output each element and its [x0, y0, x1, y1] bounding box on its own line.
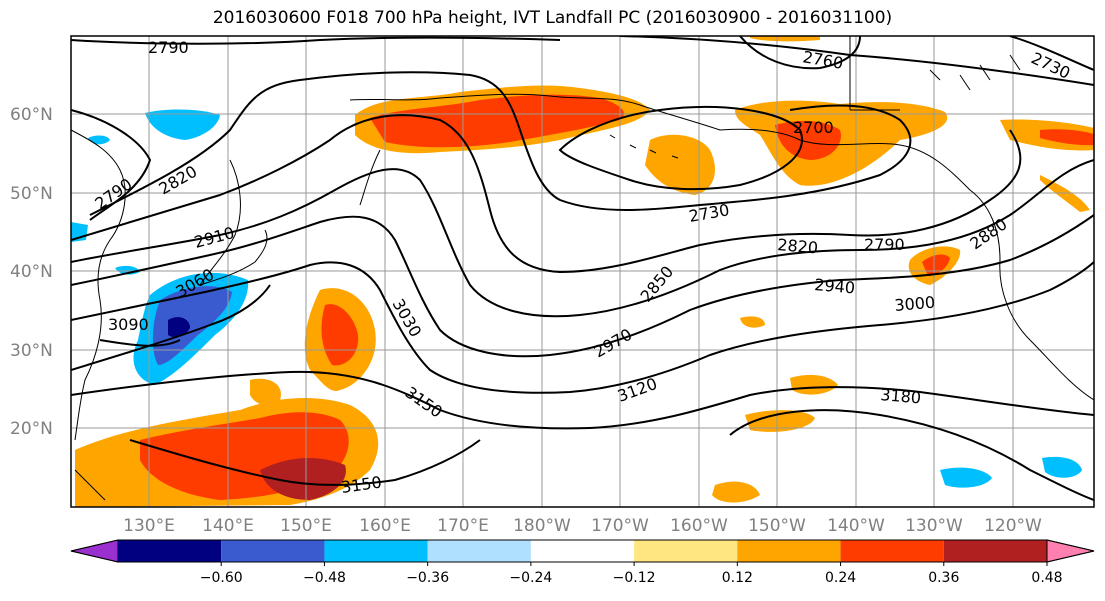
lon-label: 170°E [437, 516, 489, 536]
colorbar-bin [634, 540, 738, 562]
lon-label: 180°W [513, 516, 571, 536]
lon-label: 130°W [905, 516, 963, 536]
ivt-negative-shading [71, 109, 1082, 488]
lon-label: 150°E [280, 516, 332, 536]
colorbar-bin [118, 540, 222, 562]
colorbar-bin [324, 540, 428, 562]
colorbar-bin [427, 540, 531, 562]
colorbar-tick-label: 0.36 [928, 570, 959, 586]
contour-label: 2700 [793, 118, 834, 137]
colorbar-tick-label: −0.12 [613, 570, 656, 586]
lat-label-40n: 40°N [10, 262, 53, 282]
contour-label: 2790 [864, 235, 905, 254]
contour-label: 3090 [108, 315, 149, 334]
colorbar-tick-label: −0.48 [303, 570, 346, 586]
lon-label: 130°E [123, 516, 175, 536]
lon-label: 170°W [591, 516, 649, 536]
map-frame [70, 35, 1095, 508]
lon-label: 120°W [984, 516, 1042, 536]
colorbar-bin [221, 540, 325, 562]
contour-label: 3000 [894, 293, 936, 315]
longitude-labels: 130°E 140°E 150°E 160°E 170°E 180°W 170°… [123, 516, 1042, 536]
ivt-positive-shading [75, 36, 1094, 507]
colorbar: −0.60 −0.48 −0.36 −0.24 −0.12 0.12 0.24 0.36 0.4… [70, 539, 1095, 586]
colorbar-tick-label: −0.60 [200, 570, 243, 586]
contour-label: 2940 [814, 275, 856, 297]
latitude-labels: 60°N 50°N 40°N 30°N 20°N [10, 105, 53, 439]
contour-label: 3180 [880, 385, 922, 407]
colorbar-tick-label: 0.12 [722, 570, 753, 586]
lon-label: 140°W [827, 516, 885, 536]
lat-label-20n: 20°N [10, 419, 53, 439]
colorbar-bin [737, 540, 841, 562]
map-title: 2016030600 F018 700 hPa height, IVT Land… [212, 8, 893, 28]
colorbar-tick-label: −0.24 [509, 570, 552, 586]
lat-label-60n: 60°N [10, 105, 53, 125]
colorbar-bin [943, 540, 1047, 562]
coastlines [71, 36, 1094, 501]
height-contours [71, 36, 1094, 501]
lat-label-50n: 50°N [10, 184, 53, 204]
colorbar-tick-label: 0.48 [1031, 570, 1062, 586]
colorbar-bin [530, 540, 635, 562]
colorbar-extend-high [1046, 539, 1095, 563]
colorbar-tick-label: −0.36 [406, 570, 449, 586]
lon-label: 160°W [670, 516, 728, 536]
contour-label: 2820 [777, 235, 819, 257]
lat-label-30n: 30°N [10, 341, 53, 361]
colorbar-outline [70, 539, 1095, 563]
colorbar-bin [840, 540, 944, 562]
lon-label: 150°W [748, 516, 806, 536]
colorbar-tick-label: 0.24 [825, 570, 856, 586]
lon-label: 160°E [359, 516, 411, 536]
colorbar-extend-low [70, 539, 119, 563]
contour-label: 2790 [148, 38, 189, 57]
lon-label: 140°E [202, 516, 254, 536]
